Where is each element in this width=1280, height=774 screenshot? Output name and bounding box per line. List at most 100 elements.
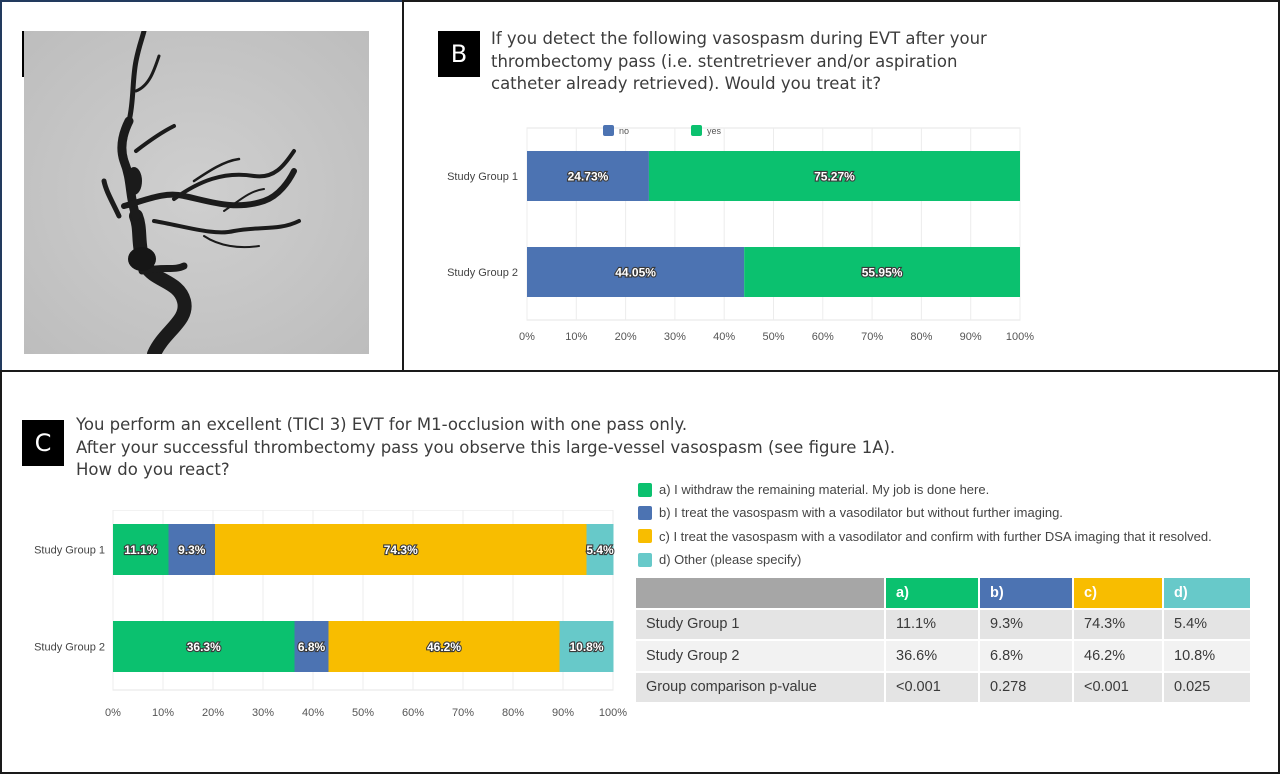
panel-c-question-line-3: How do you react? (76, 460, 230, 479)
legend-swatch-d (638, 552, 652, 567)
x-tick-label: 60% (402, 707, 424, 719)
category-label: Study Group 2 (34, 642, 105, 654)
data-label: 24.73% (568, 170, 609, 184)
legend-item-c: c) I treat the vasospasm with a vasodila… (638, 525, 1278, 548)
chart-c: 0% 10% 20% 30% 40% 50% 60% 70% 80% 90% 100% Study G… (34, 510, 627, 719)
data-label: 55.95% (862, 266, 903, 280)
x-tick-label: 40% (302, 707, 324, 719)
panel-c-question-line-2: After your successful thrombectomy pass … (76, 437, 896, 457)
table-cell: 0.278 (980, 672, 1072, 704)
bar-segment (559, 621, 614, 672)
table-cell: 46.2% (1074, 641, 1162, 673)
table-cell: 74.3% (1074, 609, 1162, 641)
table-cell: <0.001 (1074, 672, 1162, 704)
x-tick-label: 30% (252, 707, 274, 719)
data-label: 11.1% (124, 543, 158, 557)
x-tick-label: 90% (960, 331, 982, 343)
table-cell: 5.4% (1164, 609, 1250, 641)
angiogram-image (24, 31, 369, 354)
table-cell: Study Group 1 (636, 609, 884, 641)
x-tick-label: 10% (565, 331, 587, 343)
bar-segment (586, 524, 614, 575)
table-header-blank (636, 578, 884, 610)
legend-swatch-a (638, 482, 652, 497)
x-tick-label: 10% (152, 707, 174, 719)
bar-segment (527, 151, 649, 201)
bar-segment (527, 247, 745, 297)
category-label: Study Group 1 (34, 545, 105, 557)
data-label: 74.3% (384, 543, 418, 557)
table-row: Group comparison p-value <0.001 0.278 <0… (636, 672, 1250, 704)
table-header-row: a) b) c) d) (636, 578, 1250, 610)
x-tick-label: 80% (502, 707, 524, 719)
table-header-d: d) (1164, 578, 1250, 610)
x-tick-label: 50% (762, 331, 784, 343)
bar-segment (215, 524, 587, 575)
x-tick-label: 30% (664, 331, 686, 343)
legend-label-b: b) I treat the vasospasm with a vasodila… (659, 505, 1063, 521)
table-cell: 6.8% (980, 641, 1072, 673)
x-tick-label: 40% (713, 331, 735, 343)
x-tick-label: 20% (202, 707, 224, 719)
x-tick-label: 0% (519, 331, 535, 343)
data-label: 6.8% (298, 640, 326, 654)
panel-c-legend: a) I withdraw the remaining material. My… (638, 478, 1278, 571)
data-label: 9.3% (178, 543, 206, 557)
legend-label-c: c) I treat the vasospasm with a vasodila… (659, 528, 1212, 544)
table-row: Study Group 2 36.6% 6.8% 46.2% 10.8% (636, 641, 1250, 673)
bar-segment (648, 151, 1020, 201)
table-cell: Group comparison p-value (636, 672, 884, 704)
data-label: 10.8% (569, 640, 603, 654)
bar-segment (113, 621, 295, 672)
table-cell: 11.1% (886, 609, 978, 641)
x-tick-label: 90% (552, 707, 574, 719)
legend-item-b: b) I treat the vasospasm with a vasodila… (638, 501, 1278, 524)
table-cell: 9.3% (980, 609, 1072, 641)
x-tick-label: 100% (599, 707, 627, 719)
table-header-b: b) (980, 578, 1072, 610)
legend-item-d: d) Other (please specify) (638, 548, 1278, 571)
table-cell: 0.025 (1164, 672, 1250, 704)
panel-b-question: If you detect the following vasospasm du… (491, 29, 987, 93)
data-label: 46.2% (427, 640, 461, 654)
bar-segment (744, 247, 1020, 297)
legend-item-a: a) I withdraw the remaining material. My… (638, 478, 1278, 501)
bar-segment (168, 524, 215, 575)
legend-swatch-yes (691, 125, 702, 136)
bar-segment (328, 621, 560, 672)
table-cell: 36.6% (886, 641, 978, 673)
panel-b-letter: B (438, 31, 480, 77)
panel-c-question-line-1: You perform an excellent (TICI 3) EVT fo… (76, 415, 688, 434)
bar-segment (113, 524, 169, 575)
data-label: 5.4% (586, 543, 614, 557)
legend-label-no: no (619, 126, 629, 136)
legend-swatch-b (638, 505, 652, 520)
panel-c-letter: C (22, 420, 64, 466)
table-header-c: c) (1074, 578, 1162, 610)
chart-b: 0% 10% 20% 30% 40% 50% 60% 70% 80% 90% 100% no yes St… (447, 125, 1034, 343)
table-header-a: a) (886, 578, 978, 610)
data-label: 44.05% (615, 266, 656, 280)
legend-swatch-no (603, 125, 614, 136)
x-tick-label: 100% (1006, 331, 1034, 343)
table-cell: 10.8% (1164, 641, 1250, 673)
x-tick-label: 80% (910, 331, 932, 343)
table-cell: Study Group 2 (636, 641, 884, 673)
category-label: Study Group 1 (447, 171, 518, 183)
table-row: Study Group 1 11.1% 9.3% 74.3% 5.4% (636, 609, 1250, 641)
x-tick-label: 50% (352, 707, 374, 719)
data-label: 36.3% (187, 640, 221, 654)
legend-label-d: d) Other (please specify) (659, 552, 802, 568)
legend-label-a: a) I withdraw the remaining material. My… (659, 482, 990, 498)
x-tick-label: 70% (452, 707, 474, 719)
legend-swatch-c (638, 529, 652, 544)
panel-c-question: You perform an excellent (TICI 3) EVT fo… (76, 414, 896, 482)
x-tick-label: 0% (105, 707, 121, 719)
table-cell: <0.001 (886, 672, 978, 704)
x-tick-label: 20% (615, 331, 637, 343)
category-label: Study Group 2 (447, 267, 518, 279)
bar-segment (294, 621, 329, 672)
x-tick-label: 60% (812, 331, 834, 343)
legend-label-yes: yes (707, 126, 722, 136)
results-table: a) b) c) d) Study Group 1 11.1% 9.3% 74.… (634, 578, 1252, 704)
